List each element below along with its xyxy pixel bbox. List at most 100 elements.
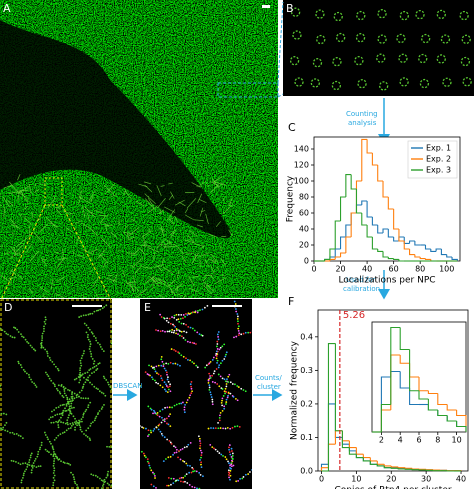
- localization: [65, 409, 68, 412]
- mesh-strand: [131, 218, 136, 222]
- localization: [193, 329, 196, 332]
- y-tick-label: 0: [304, 257, 309, 266]
- localization: [87, 333, 89, 336]
- annotation: analysis: [348, 119, 377, 127]
- localization: [87, 404, 90, 406]
- localization: [195, 470, 198, 473]
- mesh-strand: [191, 252, 199, 264]
- localization: [93, 419, 96, 422]
- localization: [208, 372, 211, 375]
- localization: [4, 429, 7, 432]
- localization: [225, 351, 228, 354]
- localization: [225, 383, 228, 385]
- localization: [114, 314, 116, 316]
- localization: [173, 324, 175, 327]
- mesh-strand: [212, 260, 216, 264]
- mesh-strand: [152, 252, 156, 261]
- npc: [331, 80, 342, 91]
- mesh-strand: [159, 209, 162, 214]
- localization: [168, 406, 171, 409]
- localization: [95, 387, 98, 390]
- localization: [54, 453, 57, 456]
- localization: [72, 473, 74, 476]
- localization: [225, 353, 227, 356]
- mesh-strand: [178, 201, 186, 207]
- localization: [67, 388, 69, 391]
- localization: [236, 317, 239, 320]
- localization: [84, 397, 87, 400]
- localization: [7, 333, 9, 336]
- mesh-strand: [34, 188, 40, 193]
- zoom-box: [44, 177, 63, 206]
- localization: [170, 442, 173, 445]
- localization: [12, 460, 15, 463]
- y-axis-label: Normalized frequency: [290, 340, 300, 440]
- localization: [132, 422, 134, 424]
- localization: [219, 427, 222, 429]
- localization: [232, 464, 235, 467]
- localization: [222, 427, 225, 430]
- npc: [332, 57, 342, 67]
- localization: [228, 476, 230, 479]
- localization: [116, 398, 118, 400]
- localization: [79, 359, 82, 362]
- mesh-strand: [181, 255, 187, 263]
- mesh-strand: [16, 237, 28, 248]
- localization: [78, 381, 81, 384]
- localization: [69, 463, 72, 466]
- localization: [170, 477, 173, 480]
- localization: [85, 434, 87, 437]
- localization: [188, 396, 191, 399]
- localization: [74, 421, 76, 424]
- mesh-strand: [123, 231, 132, 235]
- localization: [159, 375, 162, 377]
- localization: [44, 348, 47, 351]
- localization: [189, 326, 192, 329]
- mesh-strand: [164, 245, 175, 248]
- localization: [182, 481, 185, 483]
- localization: [238, 425, 241, 428]
- localization: [199, 444, 202, 447]
- mesh-strand: [228, 229, 233, 237]
- hist-step: [409, 349, 419, 392]
- localization: [177, 351, 180, 354]
- localization: [31, 466, 34, 469]
- hist-step: [419, 257, 426, 260]
- localization: [34, 457, 37, 460]
- localization: [173, 451, 176, 454]
- localization: [22, 474, 25, 477]
- hist-step: [451, 257, 458, 261]
- localization: [55, 420, 58, 423]
- localization: [203, 306, 206, 309]
- mesh-strand: [143, 236, 146, 248]
- localization: [216, 348, 219, 350]
- localization: [237, 480, 240, 482]
- panel-label: E: [144, 301, 151, 314]
- localization: [63, 390, 66, 392]
- localization: [200, 466, 203, 469]
- localization: [96, 413, 99, 416]
- localization: [134, 423, 136, 425]
- hist-step: [446, 415, 457, 422]
- localization: [212, 427, 215, 430]
- localization: [49, 359, 52, 362]
- localization: [98, 343, 101, 346]
- image-e: [140, 299, 252, 489]
- localization: [41, 337, 44, 339]
- localization: [168, 317, 171, 320]
- localization: [166, 330, 169, 333]
- localization: [84, 381, 87, 384]
- localization: [73, 397, 76, 400]
- x-tick-label: 60: [389, 265, 399, 274]
- localization: [169, 383, 172, 386]
- localization: [15, 461, 17, 463]
- localization: [209, 375, 212, 377]
- localization: [227, 471, 230, 474]
- hist-step: [361, 213, 368, 226]
- localization: [87, 326, 90, 329]
- localization: [46, 436, 49, 439]
- mesh-strand: [105, 295, 107, 298]
- localization: [229, 427, 232, 430]
- mesh-strand: [127, 227, 139, 237]
- localization: [71, 395, 74, 398]
